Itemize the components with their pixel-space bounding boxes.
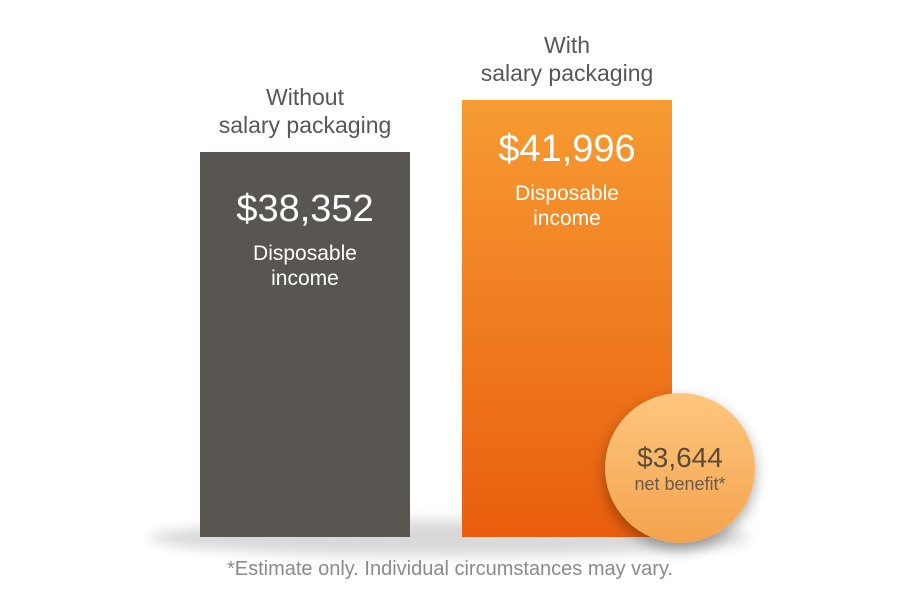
chart-stage: Without salary packaging With salary pac… (0, 0, 900, 600)
bar-with-sub-line1: Disposable (515, 182, 619, 205)
net-benefit-value: $3,644 (637, 442, 723, 474)
bar-without-value: $38,352 (200, 188, 410, 231)
footnote: *Estimate only. Individual circumstances… (150, 558, 750, 581)
net-benefit-badge: $3,644 net benefit* (605, 393, 755, 543)
bar-label-with-line2: salary packaging (462, 59, 672, 88)
bar-without: $38,352 Disposable income (200, 152, 410, 537)
bar-label-with: With salary packaging (462, 31, 672, 89)
bar-with-value: $41,996 (462, 128, 672, 171)
bar-label-without: Without salary packaging (200, 83, 410, 141)
bar-label-without-line2: salary packaging (200, 111, 410, 140)
bar-without-sub-line2: income (271, 267, 339, 290)
bar-without-sub-line1: Disposable (253, 242, 357, 265)
bar-without-sublabel: Disposable income (200, 241, 410, 291)
bar-label-without-line1: Without (200, 83, 410, 112)
bar-with-sub-line2: income (533, 207, 601, 230)
net-benefit-text: net benefit* (634, 474, 725, 495)
bar-with-sublabel: Disposable income (462, 181, 672, 231)
bar-label-with-line1: With (462, 31, 672, 60)
